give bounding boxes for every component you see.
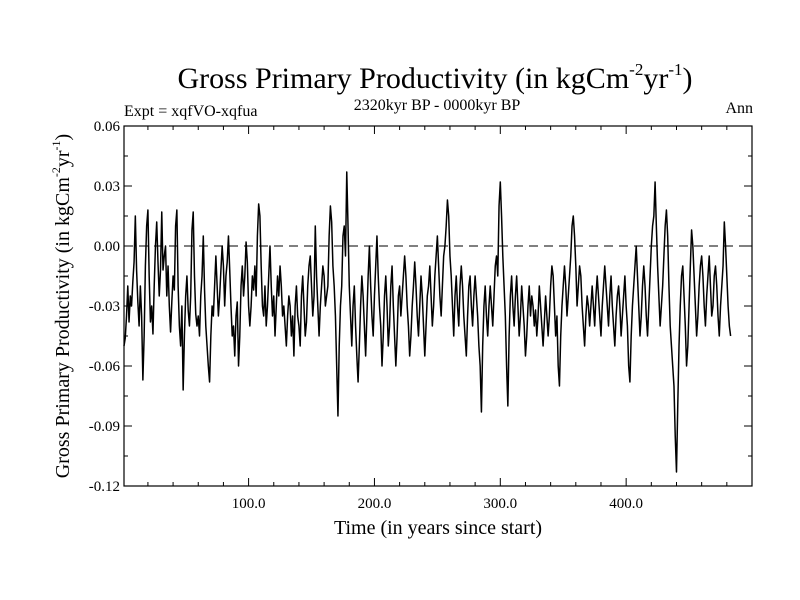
season-label: Ann	[725, 100, 753, 117]
chart-title-exponent-2: -1	[668, 60, 682, 79]
y-tick-label: -0.12	[89, 479, 120, 495]
y-tick-label: 0.06	[94, 119, 121, 135]
x-tick-label: 300.0	[483, 496, 517, 512]
y-axis-label-unit: yr	[52, 150, 74, 167]
chart-title-text: Gross Primary Productivity (in kgCm	[178, 62, 630, 95]
y-axis-label-text: Gross Primary Productivity (in kgCm	[52, 177, 74, 479]
x-axis: 100.0 200.0 300.0 400.0	[147, 126, 728, 512]
y-axis-label-exponent-2: -1	[49, 140, 63, 150]
y-axis-label-close: )	[52, 134, 74, 141]
y-axis-label-exponent-1: -2	[49, 167, 63, 177]
x-tick-label: 200.0	[358, 496, 392, 512]
y-tick-label: 0.03	[94, 179, 120, 195]
y-tick-label: -0.09	[89, 419, 120, 435]
x-axis-label: Time (in years since start)	[334, 517, 542, 539]
chart-title-close: )	[683, 62, 693, 95]
y-tick-label: -0.03	[89, 299, 120, 315]
subtitle: 2320kyr BP - 0000kyr BP	[354, 97, 521, 114]
experiment-label: Expt = xqfVO-xqfua	[124, 103, 257, 120]
chart-title: Gross Primary Productivity (in kgCm-2yr-…	[178, 60, 693, 95]
y-axis: 0.06 0.03 0.00 -0.03 -0.06 -0.09 -0.12	[89, 119, 752, 495]
x-tick-label: 100.0	[232, 496, 266, 512]
y-tick-label: 0.00	[94, 239, 120, 255]
chart-title-unit: yr	[643, 62, 668, 95]
series-line	[123, 171, 732, 473]
y-axis-label: Gross Primary Productivity (in kgCm-2yr-…	[49, 134, 74, 478]
chart-title-exponent-1: -2	[629, 60, 643, 79]
x-tick-label: 400.0	[609, 496, 643, 512]
y-tick-label: -0.06	[89, 359, 121, 375]
